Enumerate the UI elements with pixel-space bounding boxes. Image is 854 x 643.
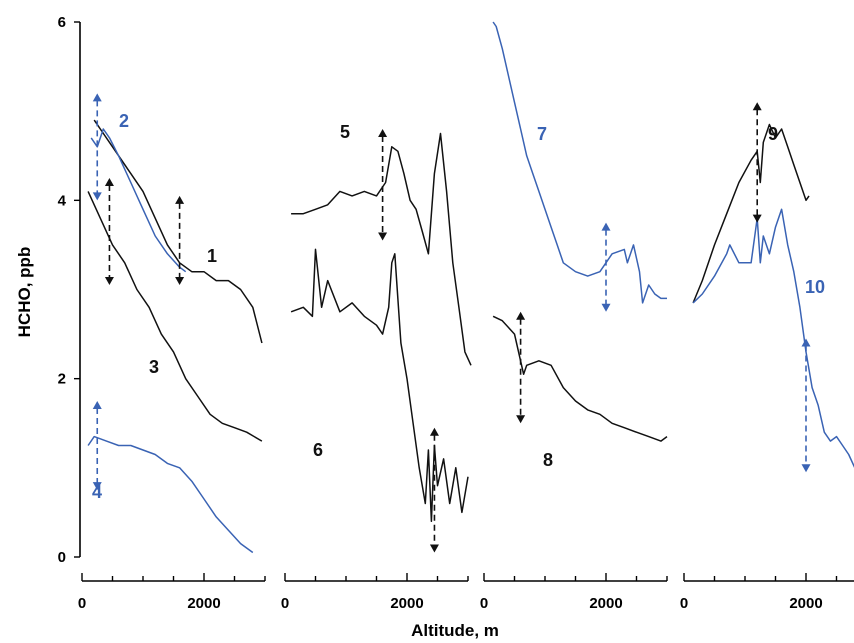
- arrow-head-up: [601, 222, 611, 231]
- arrow-head-down: [378, 232, 388, 241]
- series-8-label: 8: [543, 450, 553, 470]
- series-6-label: 6: [313, 440, 323, 460]
- series-3-line: [87, 191, 263, 442]
- range-arrow: [516, 311, 526, 424]
- y-tick-label: 6: [58, 14, 66, 31]
- y-tick-label: 0: [58, 549, 66, 566]
- arrow-layer: [92, 93, 811, 553]
- series-5-label: 5: [340, 122, 350, 142]
- range-arrow: [752, 102, 762, 223]
- range-arrow: [104, 178, 114, 286]
- range-arrow: [92, 93, 102, 201]
- range-arrow: [601, 222, 611, 312]
- range-arrow: [92, 400, 102, 491]
- y-tick-label: 2: [58, 371, 66, 388]
- series-9-line: [692, 123, 810, 304]
- range-arrow: [378, 129, 388, 241]
- range-arrow: [429, 427, 439, 553]
- series-8-line: [492, 315, 668, 442]
- arrow-head-up: [801, 338, 811, 347]
- x-tick-label: 2000: [390, 595, 423, 612]
- arrow-head-down: [104, 277, 114, 286]
- arrow-head-down: [801, 464, 811, 473]
- arrow-head-down: [92, 482, 102, 491]
- range-arrow: [175, 195, 185, 286]
- y-tick-label: 4: [58, 192, 67, 209]
- arrow-head-up: [104, 178, 114, 187]
- arrow-head-down: [175, 277, 185, 286]
- range-arrow: [801, 338, 811, 473]
- arrow-head-up: [429, 427, 439, 436]
- series-3-label: 3: [149, 357, 159, 377]
- arrow-head-down: [92, 192, 102, 201]
- series-2-label: 2: [119, 111, 129, 131]
- x-tick-label: 2000: [187, 595, 220, 612]
- x-tick-label: 0: [680, 595, 688, 612]
- x-tick-label: 2000: [789, 595, 822, 612]
- series-10-label: 10: [805, 277, 825, 297]
- x-tick-label: 2000: [589, 595, 622, 612]
- arrow-head-down: [601, 303, 611, 312]
- arrow-head-up: [175, 195, 185, 204]
- series-7-line: [492, 21, 667, 304]
- axes: 0 2 4 6 0 2000 0 2000 0 2000 0 2000: [58, 14, 854, 612]
- arrow-head-up: [92, 400, 102, 409]
- x-tick-label: 0: [480, 595, 488, 612]
- arrow-head-up: [752, 102, 762, 111]
- arrow-head-down: [752, 214, 762, 223]
- x-tick-label: 0: [78, 595, 86, 612]
- label-layer: 1 2 3 4 5 6 7 8 9 10: [92, 111, 825, 502]
- y-axis-label: HCHO, ppb: [15, 247, 34, 338]
- arrow-head-up: [516, 311, 526, 320]
- arrow-head-down: [516, 415, 526, 424]
- series-4-label: 4: [92, 482, 102, 502]
- series-9-label: 9: [768, 124, 778, 144]
- arrow-head-up: [92, 93, 102, 102]
- x-tick-label: 0: [281, 595, 289, 612]
- series-5-line: [291, 132, 472, 366]
- series-2-line: [90, 128, 187, 273]
- arrow-head-up: [378, 129, 388, 137]
- x-axis-label: Altitude, m: [411, 621, 499, 640]
- series-6-line: [290, 248, 469, 523]
- series-7-label: 7: [537, 124, 547, 144]
- series-10-line: [692, 208, 854, 468]
- series-1-label: 1: [207, 246, 217, 266]
- arrow-head-down: [429, 544, 439, 553]
- series-1-line: [93, 119, 263, 344]
- series-layer: [87, 21, 854, 554]
- series-4-line: [87, 435, 254, 554]
